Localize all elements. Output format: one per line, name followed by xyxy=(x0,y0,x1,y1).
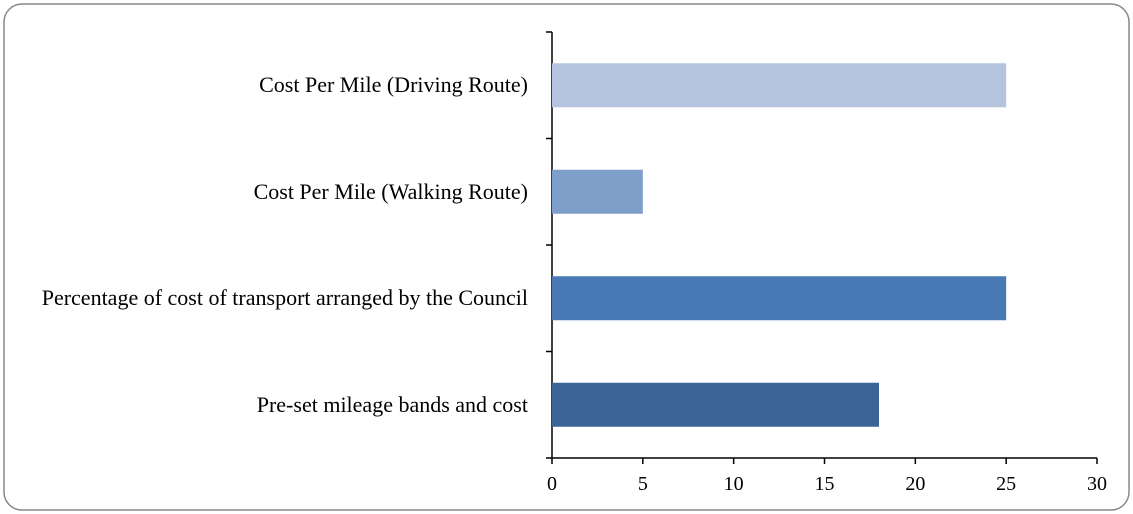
category-label: Cost Per Mile (Driving Route) xyxy=(259,72,528,98)
bar xyxy=(552,169,643,214)
x-tick-label: 25 xyxy=(996,473,1016,495)
bar xyxy=(552,63,1007,108)
x-tick-label: 5 xyxy=(638,473,648,495)
x-tick-label: 20 xyxy=(905,473,925,495)
x-tick-label: 0 xyxy=(547,473,557,495)
x-tick-label: 15 xyxy=(815,473,835,495)
category-label: Cost Per Mile (Walking Route) xyxy=(253,178,528,204)
bar xyxy=(552,276,1007,321)
category-label: Percentage of cost of transport arranged… xyxy=(41,285,528,311)
x-tick-label: 30 xyxy=(1087,473,1107,495)
category-label: Pre-set mileage bands and cost xyxy=(256,391,528,417)
bar xyxy=(552,382,879,427)
x-tick-label: 10 xyxy=(724,473,744,495)
